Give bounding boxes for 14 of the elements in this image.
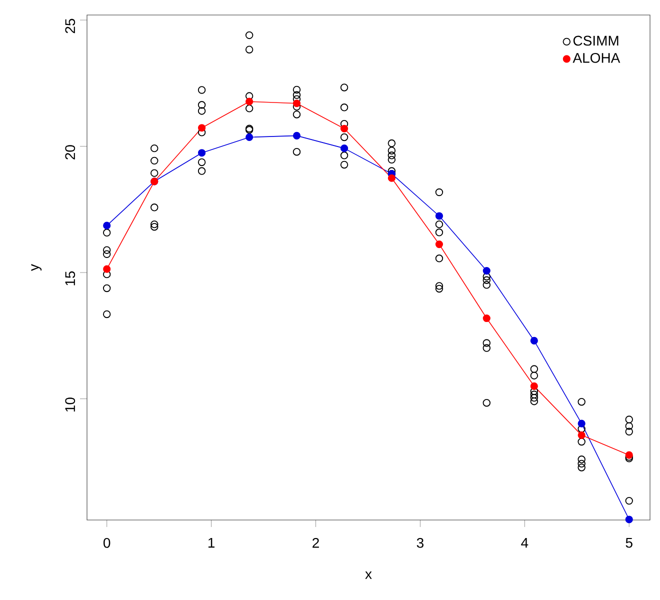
y-tick-label: 25 xyxy=(65,18,76,34)
legend-label: ALOHA xyxy=(572,52,620,63)
x-tick-label: 4 xyxy=(521,538,528,548)
y-tick-label: 10 xyxy=(65,398,76,412)
legend-label: CSIMM xyxy=(573,36,618,46)
x-tick-label: 5 xyxy=(626,538,632,548)
x-tick-label: 0 xyxy=(104,538,110,548)
x-tick-label: 2 xyxy=(312,538,319,548)
y-tick-label: 20 xyxy=(65,145,76,160)
x-axis-title: x xyxy=(365,571,372,579)
y-axis-title: y xyxy=(31,264,42,271)
x-tick-label: 3 xyxy=(416,538,424,548)
y-tick-label: 15 xyxy=(65,271,76,286)
x-tick-label: 1 xyxy=(208,538,214,548)
